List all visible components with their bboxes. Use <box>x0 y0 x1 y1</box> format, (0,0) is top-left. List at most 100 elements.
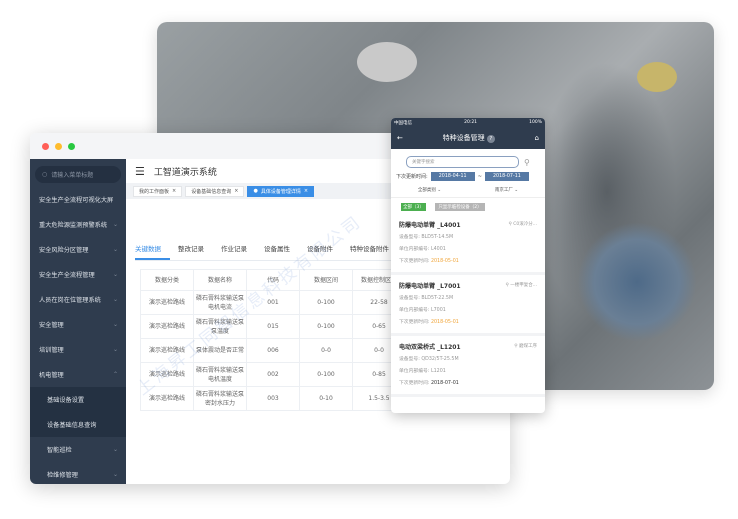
device-card[interactable]: 电动双梁桥式 _L1201 ⚲ 磨煤工序 设备型号: QD32/5T-25.5M… <box>391 336 545 397</box>
device-title: 电动双梁桥式 _L1201 <box>399 344 461 351</box>
carrier: 中国电信 <box>394 120 412 126</box>
table-cell: 0-100 <box>299 290 353 315</box>
tag-label: 具体设备管理详情 <box>260 188 301 195</box>
key-data-table: 数据分类 数据名称 代码 数据区间 数据控制区间 演示巡检路线 磷石膏料浆输送泵电机电流 00… <box>140 269 406 411</box>
page-tag[interactable]: ● 具体设备管理详情 × <box>247 185 315 197</box>
menu-label: 基础设备设置 <box>47 397 85 404</box>
table-cell: 0-100 <box>299 314 353 339</box>
sidebar: ○ 请输入菜单标题 安全生产全流程可视化大屏 重大危险源监测预警系统 ⌄ 安全风险分区管… <box>30 159 126 484</box>
menu-label: 人员在岗在位管理系统 <box>39 297 101 304</box>
model-label: 设备型号: <box>399 296 420 301</box>
tab[interactable]: 特种设备附件 <box>350 245 389 253</box>
date-to[interactable]: 2018-07-11 <box>484 172 529 181</box>
table-cell: 0-10 <box>299 386 353 411</box>
menu-label: 重大危险源监测预警系统 <box>39 222 108 229</box>
menu-label: 智能巡检 <box>47 447 72 454</box>
category-label: 全部类别 <box>417 188 436 193</box>
column-header: 数据分类 <box>140 269 194 291</box>
help-badge[interactable]: ? <box>486 135 495 143</box>
overdue-only-button[interactable]: 只显示临检设备（2） <box>435 203 485 211</box>
category-filter[interactable]: 全部类别 ⌄ <box>417 188 442 193</box>
location-text: 磨煤工序 <box>519 344 537 349</box>
model-value: BLD5T-22.5M <box>421 296 454 301</box>
sidebar-item[interactable]: 机电管理 ⌃ <box>30 362 126 387</box>
chevron-down-icon: ⌄ <box>112 246 118 253</box>
search-placeholder: 请输入菜单标题 <box>51 172 94 179</box>
location: ⚲ C0滚冷分... <box>508 221 537 227</box>
table-cell: 0-100 <box>299 362 353 387</box>
menu-label: 安全风险分区管理 <box>39 247 89 254</box>
sidebar-item[interactable]: 培训管理 ⌄ <box>30 337 126 362</box>
sidebar-item[interactable]: 安全生产全流程可视化大屏 <box>30 187 126 212</box>
detail-tabs: 关键数据 整改记录 作业记录 设备属性 设备附件 特种设备附件 <box>135 239 505 261</box>
home-icon[interactable]: ⌂ <box>534 134 539 142</box>
back-arrow-icon[interactable]: ← <box>397 134 403 142</box>
tab[interactable]: 整改记录 <box>178 245 204 253</box>
menu-label: 安全管理 <box>39 322 64 329</box>
column-header: 数据名称 <box>193 269 247 291</box>
next-date: 2018-05-01 <box>430 320 459 325</box>
table-row: 演示巡检路线 磷石膏料浆输送泵密封水压力 003 0-10 1.5-3.5 <box>140 386 406 411</box>
sidebar-subitem[interactable]: 设备基础信息查询 <box>30 412 126 437</box>
search-placeholder: 关键字搜索 <box>412 160 435 165</box>
page-tag[interactable]: 我的工作面板 × <box>133 185 183 197</box>
chevron-down-icon: ⌄ <box>112 346 118 353</box>
status-bar: 中国电信 20:21 100% <box>391 118 545 127</box>
table-cell: 003 <box>246 386 300 411</box>
sidebar-item[interactable]: 安全生产全流程管理 ⌄ <box>30 262 126 287</box>
close-icon[interactable]: × <box>172 188 177 194</box>
sidebar-item[interactable]: 安全风险分区管理 ⌄ <box>30 237 126 262</box>
device-title: 防爆电动单臂 _L7001 <box>399 283 461 290</box>
date-from[interactable]: 2018-04-11 <box>430 172 475 181</box>
location-pin-icon: ⚲ <box>508 222 512 227</box>
table-cell: 演示巡检路线 <box>140 290 194 315</box>
sidebar-item[interactable]: 人员在岗在位管理系统 ⌄ <box>30 287 126 312</box>
phone-title: 特种设备管理 <box>442 134 485 142</box>
menu-label: 设备基础信息查询 <box>47 422 97 429</box>
table-cell: 磷石膏料浆输送泵电机温度 <box>193 362 247 387</box>
table-cell: 演示巡检路线 <box>140 386 194 411</box>
model-value: BLD5T-14.5M <box>421 235 454 240</box>
hamburger-icon[interactable]: ☰ <box>135 164 145 178</box>
location-pin-icon: ⚲ <box>514 344 518 349</box>
table-cell: 006 <box>246 338 300 363</box>
tab[interactable]: 关键数据 <box>135 239 170 260</box>
menu-label: 检维修管理 <box>47 472 78 479</box>
device-card[interactable]: 防爆电动单臂 _L4001 ⚲ C0滚冷分... 设备型号: BLD5T-14.… <box>391 214 545 275</box>
close-icon[interactable]: × <box>303 188 309 194</box>
next-label: 下次更新时间: <box>399 259 430 264</box>
sidebar-subitem[interactable]: 基础设备设置 <box>30 387 126 412</box>
factory-filter[interactable]: 南京工厂 ⌄ <box>494 188 519 193</box>
chevron-down-icon: ⌄ <box>112 446 118 453</box>
active-dot-icon: ● <box>253 188 258 194</box>
location-pin-icon: ⚲ <box>505 283 509 288</box>
maximize-dot[interactable] <box>68 142 75 150</box>
device-card[interactable]: 防爆电动单臂 _L7001 ⚲ 一楼甲复合... 设备型号: BLD5T-22.… <box>391 275 545 336</box>
close-dot[interactable] <box>42 142 49 150</box>
keyword-search-input[interactable]: 关键字搜索 <box>406 156 519 168</box>
chevron-down-icon: ⌄ <box>112 221 118 228</box>
minimize-dot[interactable] <box>55 142 62 150</box>
tab[interactable]: 设备属性 <box>264 245 290 253</box>
page-tag[interactable]: 设备基础信息查询 × <box>185 185 245 197</box>
code-value: L4001 <box>430 247 446 252</box>
search-icon[interactable]: ⚲ <box>524 157 530 167</box>
sidebar-subitem[interactable]: 智能巡检 ⌄ <box>30 437 126 462</box>
close-icon[interactable]: × <box>234 188 239 194</box>
next-label: 下次更新时间: <box>399 381 430 386</box>
menu-search-input[interactable]: ○ 请输入菜单标题 <box>35 166 121 183</box>
factory-label: 南京工厂 <box>494 188 513 193</box>
chevron-down-icon: ⌄ <box>112 271 118 278</box>
tab[interactable]: 设备附件 <box>307 245 333 253</box>
sidebar-item[interactable]: 重大危险源监测预警系统 ⌄ <box>30 212 126 237</box>
device-title: 防爆电动单臂 _L4001 <box>399 222 461 229</box>
menu-label: 安全生产全流程管理 <box>39 272 95 279</box>
tab[interactable]: 作业记录 <box>221 245 247 253</box>
model-label: 设备型号: <box>399 357 420 362</box>
all-button[interactable]: 全部（3） <box>401 203 426 211</box>
chevron-down-icon: ⌄ <box>112 471 118 478</box>
chevron-down-icon: ⌄ <box>112 321 118 328</box>
table-cell: 0-0 <box>299 338 353 363</box>
sidebar-item[interactable]: 安全管理 ⌄ <box>30 312 126 337</box>
sidebar-subitem[interactable]: 检维修管理 ⌄ <box>30 462 126 484</box>
